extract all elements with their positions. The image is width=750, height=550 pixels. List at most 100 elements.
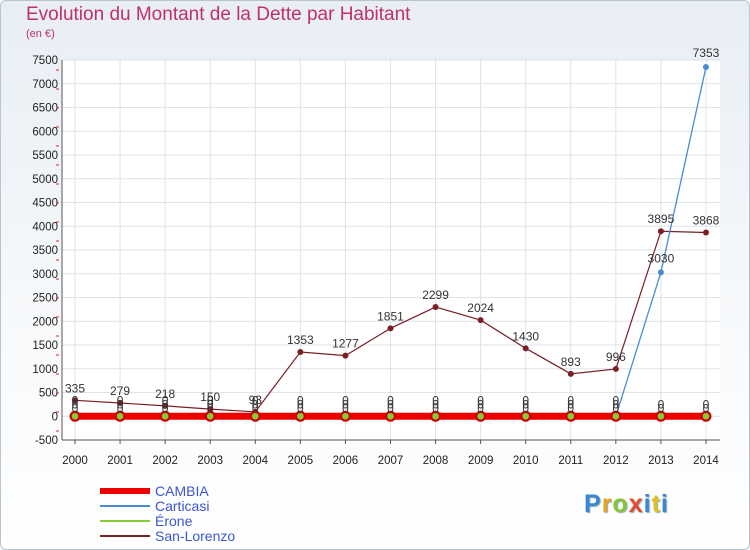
legend: CAMBIA Carticasi Érone San-Lorenzo	[100, 484, 300, 544]
data-label-san-lorenzo: 93	[249, 393, 263, 407]
data-label-carticasi: 0	[72, 393, 79, 407]
data-label-erone: 0	[117, 401, 124, 415]
x-tick-label: 2013	[648, 455, 674, 467]
data-label-san-lorenzo: 2299	[422, 288, 449, 302]
data-label-cambia: 0	[477, 397, 484, 411]
data-label-san-lorenzo: 3895	[648, 212, 675, 226]
x-tick-label: 2001	[107, 455, 133, 467]
data-label-san-lorenzo: 150	[200, 390, 220, 404]
point-san-lorenzo	[567, 370, 574, 377]
x-tick-label: 2014	[693, 455, 719, 467]
point-san-lorenzo	[342, 352, 349, 359]
data-label-erone: 0	[297, 401, 304, 415]
point-erone	[206, 412, 214, 420]
data-label-cambia: 0	[387, 397, 394, 411]
data-label-carticasi: 0	[612, 393, 619, 407]
point-erone	[477, 412, 484, 420]
data-label-erone: 0	[522, 401, 529, 415]
data-label-erone: 0	[703, 401, 710, 415]
y-tick-label: 6500	[32, 103, 58, 115]
point-san-lorenzo	[117, 399, 124, 406]
y-tick-label: 5000	[32, 174, 58, 186]
data-label-cambia: 0	[297, 397, 304, 411]
data-label-erone: 0	[72, 401, 79, 415]
point-erone	[297, 412, 304, 420]
x-tick-label: 2011	[558, 455, 583, 467]
y-tick-label: 4000	[32, 221, 58, 233]
legend-label-erone: Érone	[155, 513, 193, 529]
point-san-lorenzo	[72, 397, 78, 404]
point-san-lorenzo	[657, 228, 664, 235]
y-tick-label: 5500	[32, 150, 58, 162]
y-tick-label: 7000	[32, 79, 58, 91]
data-label-cambia: 0	[207, 397, 214, 411]
point-san-lorenzo	[387, 325, 394, 332]
x-tick-label: 2000	[62, 455, 88, 467]
data-label-carticasi: 0	[342, 393, 349, 407]
data-label-erone: 0	[162, 401, 169, 415]
x-tick-label: 2012	[603, 455, 629, 467]
legend-item-erone[interactable]: Érone	[100, 514, 300, 529]
data-label-carticasi: 7353	[693, 46, 720, 60]
y-tick-label: 6000	[32, 126, 58, 138]
data-label-erone: 0	[612, 401, 619, 415]
point-san-lorenzo	[612, 365, 619, 372]
x-tick-label: 2002	[152, 455, 178, 467]
data-label-erone: 0	[207, 401, 214, 415]
y-tick-label: 3000	[32, 269, 58, 281]
legend-item-carticasi[interactable]: Carticasi	[100, 499, 300, 514]
data-label-san-lorenzo: 335	[65, 381, 85, 395]
x-tick-label: 2008	[423, 455, 449, 467]
data-label-carticasi: 0	[252, 393, 259, 407]
data-label-erone: 0	[342, 401, 349, 415]
data-label-carticasi: 0	[387, 393, 394, 407]
data-label-carticasi: 0	[117, 393, 124, 407]
legend-label-carticasi: Carticasi	[155, 498, 210, 514]
data-label-carticasi: 0	[207, 393, 214, 407]
point-carticasi	[657, 269, 664, 276]
legend-label-san-lorenzo: San-Lorenzo	[155, 528, 236, 544]
y-tick-label: 2500	[32, 293, 58, 305]
data-label-cambia: 0	[432, 397, 439, 411]
data-label-cambia: 0	[567, 397, 574, 411]
legend-item-san-lorenzo[interactable]: San-Lorenzo	[100, 529, 300, 544]
data-label-erone: 0	[252, 401, 259, 415]
y-tick-label: -500	[35, 435, 58, 447]
chart-title: Evolution du Montant de la Dette par Hab…	[26, 4, 411, 25]
legend-swatch-cambia	[100, 488, 150, 494]
data-label-cambia: 0	[162, 397, 169, 411]
data-label-carticasi: 0	[567, 393, 574, 407]
x-tick-label: 2009	[468, 455, 494, 467]
data-label-san-lorenzo: 279	[110, 384, 130, 398]
data-label-carticasi: 0	[477, 393, 484, 407]
point-erone	[702, 412, 710, 420]
point-erone	[161, 412, 169, 420]
y-tick-label: 7500	[32, 55, 58, 67]
point-san-lorenzo	[432, 304, 439, 311]
data-label-san-lorenzo: 1851	[377, 309, 404, 323]
point-san-lorenzo	[477, 317, 484, 324]
data-label-erone: 0	[658, 401, 665, 415]
data-label-cambia: 0	[252, 397, 259, 411]
x-tick-label: 2007	[378, 455, 404, 467]
y-tick-label: 2000	[32, 316, 58, 328]
point-erone	[567, 412, 575, 420]
x-tick-label: 2003	[197, 455, 223, 467]
data-label-san-lorenzo: 218	[155, 387, 175, 401]
y-axis-unit: (en €)	[26, 28, 55, 40]
point-san-lorenzo	[297, 348, 304, 355]
point-erone	[432, 412, 439, 420]
data-label-cambia: 0	[72, 397, 79, 411]
point-erone	[387, 412, 394, 420]
proxiti-logo: Proxiti	[584, 490, 669, 518]
x-tick-label: 2010	[513, 455, 539, 467]
point-erone	[612, 412, 620, 420]
point-erone	[251, 412, 259, 420]
legend-item-cambia[interactable]: CAMBIA	[100, 484, 300, 499]
data-label-carticasi: 3030	[648, 251, 675, 265]
point-erone	[342, 412, 349, 420]
data-label-carticasi: 0	[522, 393, 529, 407]
x-tick-label: 2005	[288, 455, 314, 467]
data-label-erone: 0	[432, 401, 439, 415]
data-label-carticasi: 0	[297, 393, 304, 407]
